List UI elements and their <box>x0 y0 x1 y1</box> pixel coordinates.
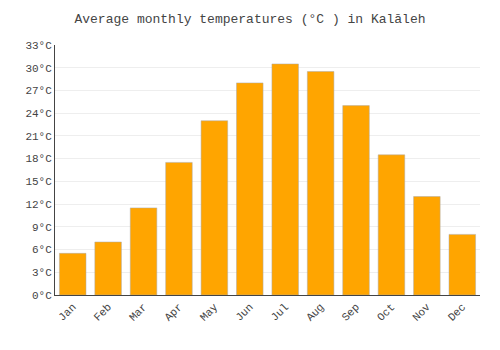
svg-text:3°C: 3°C <box>32 267 52 279</box>
svg-text:0°C: 0°C <box>32 290 52 302</box>
svg-text:12°C: 12°C <box>25 199 52 211</box>
svg-text:30°C: 30°C <box>25 63 52 75</box>
svg-text:Nov: Nov <box>410 301 433 324</box>
svg-text:Sep: Sep <box>340 301 362 323</box>
svg-text:27°C: 27°C <box>25 85 52 97</box>
svg-text:Average monthly temperatures (: Average monthly temperatures (°C ) in Ka… <box>74 12 425 27</box>
svg-text:May: May <box>198 301 221 324</box>
svg-text:9°C: 9°C <box>32 222 52 234</box>
svg-text:33°C: 33°C <box>25 40 52 52</box>
svg-text:Apr: Apr <box>162 301 184 323</box>
svg-text:Aug: Aug <box>304 301 326 323</box>
svg-text:Jan: Jan <box>56 301 78 323</box>
svg-text:Jun: Jun <box>233 301 255 323</box>
svg-text:Jul: Jul <box>269 301 291 323</box>
svg-text:24°C: 24°C <box>25 108 52 120</box>
svg-text:6°C: 6°C <box>32 244 52 256</box>
svg-text:Oct: Oct <box>375 301 397 323</box>
svg-text:Dec: Dec <box>446 301 468 323</box>
svg-text:15°C: 15°C <box>25 176 52 188</box>
svg-text:21°C: 21°C <box>25 131 52 143</box>
svg-text:18°C: 18°C <box>25 153 52 165</box>
svg-text:Feb: Feb <box>92 301 114 323</box>
svg-text:Mar: Mar <box>127 301 149 323</box>
